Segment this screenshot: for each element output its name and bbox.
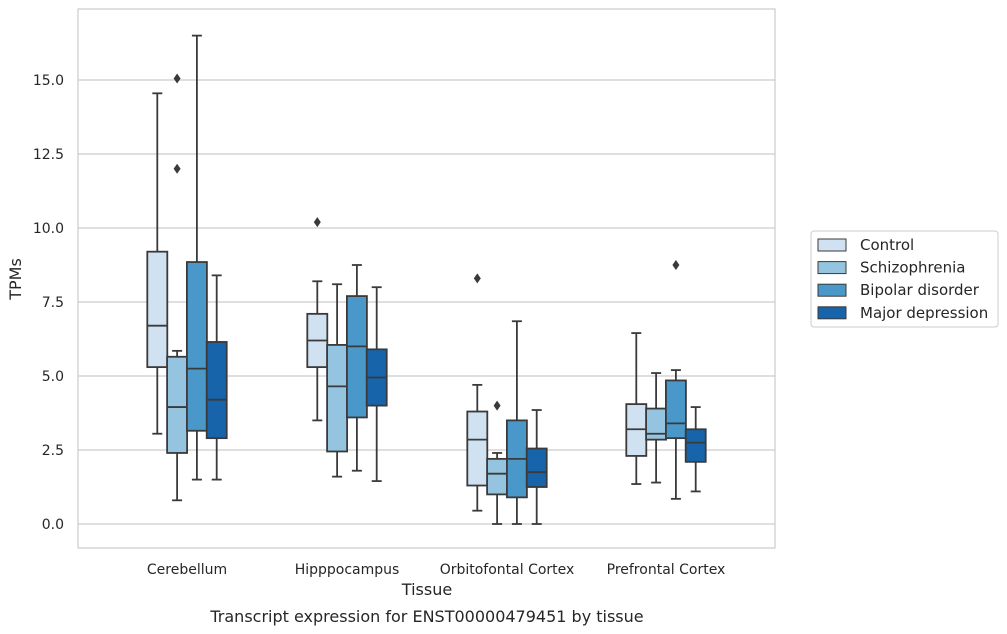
x-tick-label: Cerebellum: [147, 562, 227, 578]
legend-label: Major depression: [860, 304, 988, 322]
legend-swatch: [817, 261, 847, 275]
outlier-marker: [173, 73, 181, 84]
y-tick-label: 5.0: [42, 369, 64, 385]
box-bipolar-disorder: [345, 264, 368, 472]
box-schizophrenia: [166, 73, 189, 502]
chart-caption: Transcript expression for ENST0000047945…: [209, 607, 643, 626]
plot-area-frame: [77, 8, 776, 549]
x-tick-label: Orbitofontal Cortex: [440, 562, 575, 578]
iqr-box: [326, 344, 349, 453]
y-tick-label: 15.0: [33, 73, 64, 89]
legend-label: Control: [860, 236, 914, 254]
y-tick-label: 10.0: [33, 221, 64, 237]
box-major-depression: [684, 406, 707, 493]
outlier-marker: [173, 163, 181, 174]
box-major-depression: [525, 409, 548, 525]
box-control: [306, 217, 329, 422]
iqr-box: [525, 447, 548, 488]
box-bipolar-disorder: [665, 260, 687, 500]
iqr-box: [684, 428, 707, 463]
legend-swatch: [817, 283, 847, 297]
boxes: [146, 34, 707, 525]
y-gridlines: [78, 79, 775, 525]
box-control: [625, 332, 648, 485]
iqr-box: [345, 295, 368, 419]
iqr-box: [185, 261, 208, 432]
outlier-marker: [313, 217, 321, 228]
box-schizophrenia: [326, 283, 349, 478]
legend: Control Schizophrenia Bipolar disorder Majo…: [810, 230, 999, 328]
outlier-marker: [473, 273, 481, 284]
legend-label: Bipolar disorder: [860, 281, 980, 299]
legend-frame: [810, 230, 999, 328]
box-major-depression: [365, 286, 388, 482]
box-bipolar-disorder: [185, 34, 208, 481]
box-control: [146, 92, 169, 435]
iqr-box: [466, 410, 489, 487]
iqr-box: [665, 379, 687, 440]
x-axis-label: Tissue: [401, 580, 452, 599]
x-tick-labels: Cerebellum Hipppocampus Orbitofontal Corte…: [147, 562, 725, 578]
iqr-box: [645, 407, 667, 441]
legend-swatch: [817, 238, 847, 252]
y-tick-labels: 0.0 2.5 5.0 7.5 10.0 12.5 15.0: [33, 73, 64, 533]
outlier-marker: [672, 260, 680, 270]
iqr-box: [205, 341, 228, 440]
legend-swatch: [817, 306, 847, 320]
y-tick-label: 2.5: [42, 443, 64, 459]
box-schizophrenia: [486, 400, 509, 525]
outlier-marker: [493, 400, 501, 411]
box-schizophrenia: [645, 372, 667, 484]
legend-label: Schizophrenia: [860, 259, 965, 277]
iqr-box: [146, 250, 169, 369]
iqr-box: [486, 457, 509, 496]
x-tick-label: Hipppocampus: [295, 562, 400, 578]
x-tick-label: Prefrontal Cortex: [607, 562, 726, 578]
box-control: [466, 273, 489, 512]
y-tick-label: 7.5: [42, 295, 64, 311]
y-axis-label: TPMs: [6, 258, 25, 301]
box-bipolar-disorder: [505, 320, 528, 525]
y-tick-label: 0.0: [42, 517, 64, 533]
box-major-depression: [205, 274, 228, 481]
iqr-box: [166, 355, 189, 454]
y-tick-label: 12.5: [33, 147, 64, 163]
